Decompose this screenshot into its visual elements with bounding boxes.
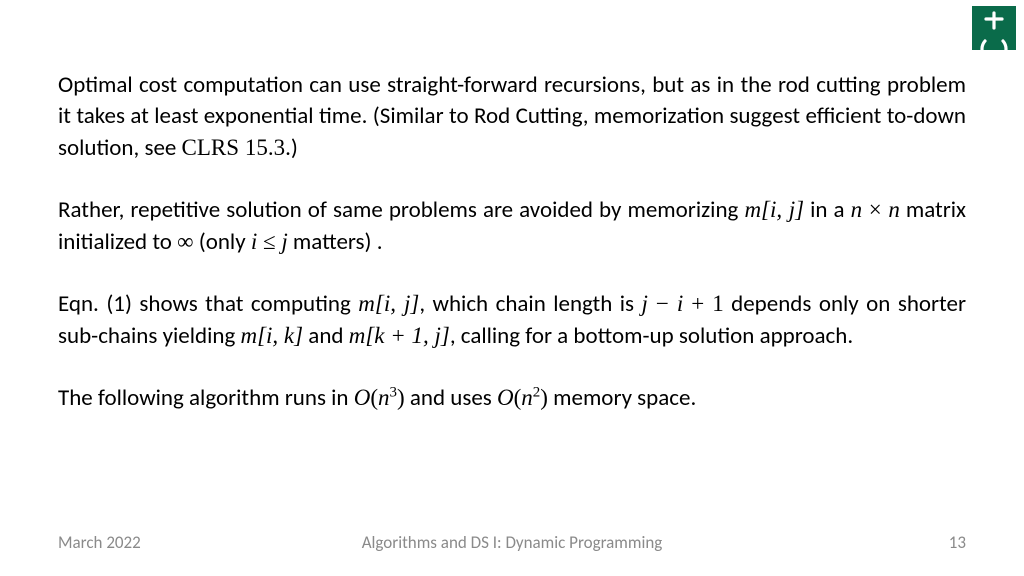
math-bigO: O: [497, 385, 514, 410]
math-leq: ≤: [257, 229, 281, 254]
text: and: [303, 322, 349, 350]
clrs-ref: CLRS 15.3: [182, 135, 286, 160]
paragraph-4: The following algorithm runs in O(n3) an…: [58, 382, 966, 414]
text: in a: [804, 196, 851, 224]
math-n: n: [521, 385, 533, 410]
slide-body: Optimal cost computation can use straigh…: [58, 70, 966, 414]
math-exponent: 3: [390, 385, 397, 401]
text: and uses: [405, 384, 497, 412]
math-n: n: [378, 385, 390, 410]
text: Rather, repetitive solution of same prob…: [58, 196, 744, 224]
math-one: 1: [712, 291, 724, 316]
math-plus: +: [683, 291, 712, 316]
math-mij: m[i, j]: [744, 197, 804, 222]
math-infinity: ∞: [177, 229, 193, 254]
math-bigO: O: [354, 385, 371, 410]
footer-title: Algorithms and DS I: Dynamic Programming: [0, 532, 1024, 553]
text: , which chain length is: [419, 290, 641, 318]
paragraph-2: Rather, repetitive solution of same prob…: [58, 194, 966, 258]
paragraph-3: Eqn. (1) shows that computing m[i, j], w…: [58, 288, 966, 352]
math-times: ×: [862, 197, 888, 222]
text: , calling for a bottom-up solution appro…: [450, 322, 853, 350]
text: The following algorithm runs in: [58, 384, 354, 412]
institution-logo: [972, 6, 1016, 50]
text: .): [285, 134, 298, 162]
text: matters) .: [288, 228, 383, 256]
math-mik: m[i, k]: [240, 323, 303, 348]
paragraph-1: Optimal cost computation can use straigh…: [58, 70, 966, 164]
text: memory space.: [548, 384, 696, 412]
text: (only: [194, 228, 251, 256]
math-minus: −: [648, 291, 677, 316]
text: Eqn. (1) shows that computing: [58, 290, 358, 318]
math-n: n: [851, 197, 863, 222]
math-mij: m[i, j]: [358, 291, 419, 316]
math-rparen: ): [397, 385, 405, 410]
slide-footer: March 2022 Algorithms and DS I: Dynamic …: [0, 532, 1024, 556]
math-rparen: ): [540, 385, 548, 410]
math-mk1j: m[k + 1, j]: [349, 323, 450, 348]
math-n: n: [888, 197, 900, 222]
footer-page-number: 13: [949, 532, 966, 553]
math-lparen: (: [370, 385, 378, 410]
